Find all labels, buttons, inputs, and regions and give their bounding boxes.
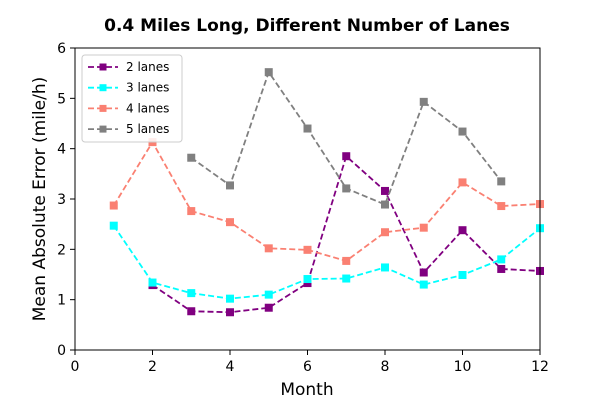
series-line-4-lanes [112, 140, 541, 262]
data-point-4-lanes [419, 223, 428, 232]
series-line-2-lanes [151, 154, 541, 314]
data-point-3-lanes [187, 289, 196, 298]
y-tick-label: 5 [57, 91, 66, 107]
data-point-3-lanes [226, 294, 234, 303]
legend-item-3-lanes: 3 lanes [88, 81, 169, 95]
data-point-3-lanes [419, 280, 428, 289]
data-point-2-lanes [226, 308, 234, 317]
data-point-2-lanes [458, 226, 467, 235]
x-axis-label: Month [280, 380, 333, 400]
data-point-5-lanes [497, 177, 506, 186]
series-2-lanes [148, 152, 544, 317]
y-tick-label: 1 [57, 293, 66, 309]
data-point-4-lanes [342, 256, 351, 265]
data-point-3-lanes [381, 263, 389, 272]
x-tick-label: 10 [454, 359, 472, 375]
legend-box [81, 54, 183, 143]
data-point-4-lanes [264, 244, 273, 253]
data-point-3-lanes [109, 221, 118, 230]
legend-item-2-lanes: 2 lanes [88, 60, 169, 74]
data-point-5-lanes [226, 181, 234, 190]
data-point-5-lanes [187, 153, 196, 162]
data-point-3-lanes [148, 278, 157, 287]
legend-marker [99, 63, 107, 71]
data-point-2-lanes [303, 279, 312, 288]
data-point-2-lanes [187, 307, 196, 316]
x-axis: 0 2 4 6 8 10 12 [71, 350, 549, 375]
legend-item-4-lanes: 4 lanes [88, 101, 169, 115]
series-line-3-lanes [113, 225, 541, 300]
data-point-5-lanes [381, 200, 389, 209]
x-tick-label: 0 [71, 359, 80, 375]
data-point-4-lanes [226, 218, 234, 227]
data-point-4-lanes [381, 228, 389, 237]
x-tick-label: 4 [226, 359, 235, 375]
data-point-3-lanes [342, 274, 351, 283]
data-point-2-lanes [342, 152, 351, 161]
data-point-5-lanes [264, 68, 273, 77]
y-tick-label: 6 [57, 41, 66, 57]
y-tick-label: 2 [57, 242, 66, 258]
data-point-4-lanes [458, 178, 467, 187]
legend-label: 2 lanes [126, 60, 169, 74]
x-tick-label: 2 [148, 359, 157, 375]
y-tick-label: 0 [57, 343, 66, 359]
data-point-2-lanes [264, 303, 273, 312]
data-point-3-lanes [458, 271, 467, 280]
chart-title: 0.4 Miles Long, Different Number of Lane… [104, 16, 510, 36]
legend-label: 3 lanes [126, 81, 169, 95]
series-3-lanes [109, 221, 544, 303]
data-point-3-lanes [497, 255, 506, 264]
data-point-2-lanes [497, 264, 506, 273]
y-axis: 0 1 2 3 4 5 6 [57, 41, 75, 359]
data-point-5-lanes [303, 124, 312, 133]
y-tick-label: 4 [57, 142, 66, 158]
data-point-3-lanes [264, 290, 273, 299]
y-axis-label: Mean Absolute Error (mile/h) [30, 77, 50, 322]
y-tick-label: 3 [57, 192, 66, 208]
series-5-lanes [187, 68, 506, 209]
data-point-2-lanes [419, 268, 428, 277]
x-tick-label: 12 [531, 359, 549, 375]
data-point-5-lanes [342, 184, 351, 193]
data-point-4-lanes [303, 245, 312, 254]
legend-marker [99, 104, 107, 112]
legend-label: 4 lanes [126, 101, 169, 115]
data-point-2-lanes [381, 186, 389, 195]
x-tick-label: 8 [381, 359, 390, 375]
legend-label: 5 lanes [126, 122, 169, 136]
x-tick-label: 6 [303, 359, 312, 375]
data-point-5-lanes [458, 127, 467, 136]
data-point-3-lanes [303, 275, 312, 284]
data-point-5-lanes [419, 97, 428, 106]
data-point-4-lanes [187, 207, 196, 216]
legend-item-5-lanes: 5 lanes [88, 122, 169, 136]
legend-marker [99, 125, 107, 133]
legend: 2 lanes 3 lanes 4 lanes 5 lanes [81, 54, 183, 143]
data-point-4-lanes [109, 201, 118, 210]
legend-marker [99, 84, 107, 92]
data-point-4-lanes [497, 202, 506, 211]
